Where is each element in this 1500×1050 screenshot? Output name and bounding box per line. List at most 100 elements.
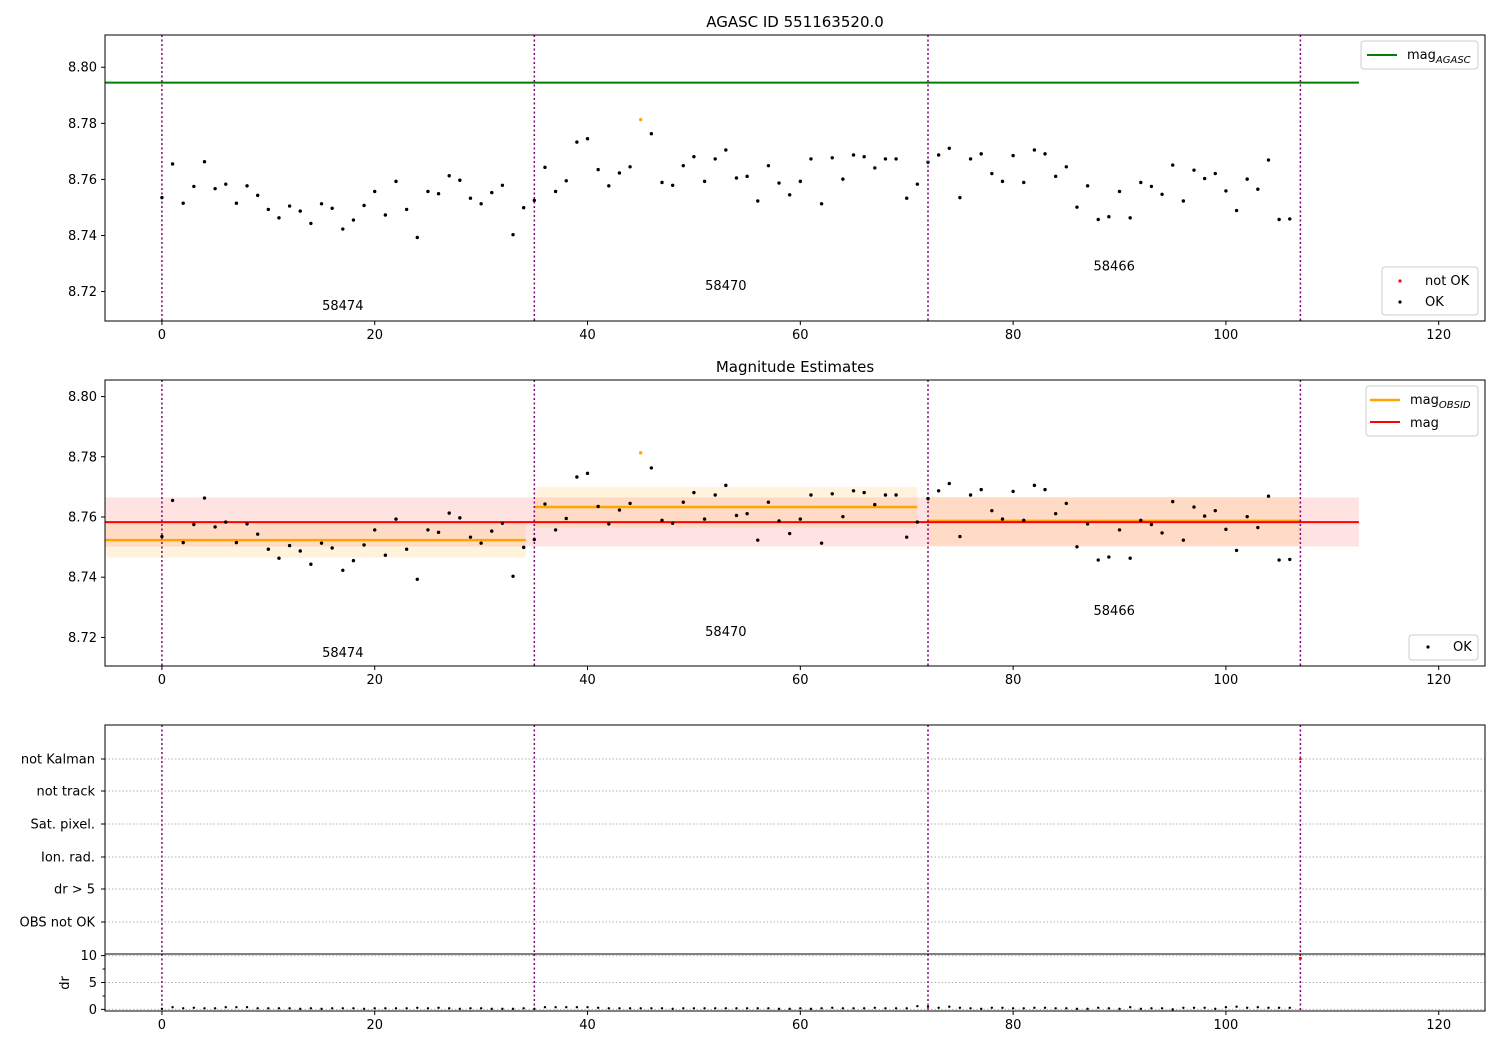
- data-point: [851, 153, 856, 157]
- flag-category-label: not track: [36, 785, 95, 800]
- data-point: [1149, 522, 1154, 527]
- dr-point: [809, 1007, 813, 1011]
- data-point: [373, 528, 377, 532]
- dr-point: [969, 1007, 972, 1010]
- dr-point: [820, 1007, 823, 1010]
- dr-point: [448, 1007, 451, 1010]
- data-point: [745, 174, 749, 179]
- x-tick-label: 120: [1426, 1018, 1451, 1033]
- x-tick-label: 0: [158, 328, 166, 343]
- data-point: [787, 531, 792, 536]
- data-point: [564, 179, 568, 183]
- agasc-panel: AGASC ID 551163520.0 58474 58470 58466 0 20…: [68, 13, 1486, 343]
- data-point: [202, 496, 207, 500]
- dr-point: [958, 1006, 962, 1009]
- dr-point: [171, 1006, 174, 1009]
- data-point: [224, 182, 228, 186]
- data-point: [1202, 514, 1207, 518]
- dr-point: [277, 1007, 281, 1010]
- data-point: [1288, 557, 1292, 562]
- data-point: [266, 547, 271, 551]
- data-point: [1224, 189, 1228, 193]
- data-point: [1085, 184, 1090, 188]
- data-point: [532, 198, 537, 203]
- data-point: [639, 117, 643, 122]
- obsid-label: 58470: [705, 625, 746, 640]
- legend-label-ok: OK: [1453, 640, 1472, 655]
- dr-point: [1054, 1007, 1057, 1010]
- dr-point: [948, 1005, 951, 1008]
- y-tick-label: 10: [80, 949, 97, 964]
- dr-point: [1267, 1006, 1270, 1009]
- data-point: [1107, 214, 1111, 219]
- data-point: [468, 196, 473, 200]
- data-point: [617, 171, 622, 175]
- dr-point: [894, 1007, 898, 1010]
- data-point: [181, 540, 185, 545]
- data-point: [692, 490, 696, 495]
- dr-point: [416, 1006, 419, 1009]
- data-point: [639, 451, 643, 455]
- data-point: [692, 154, 696, 159]
- data-point: [830, 156, 834, 160]
- data-point: [1192, 505, 1196, 509]
- data-point: [426, 189, 430, 194]
- dr-point: [192, 1006, 196, 1009]
- dr-point: [1011, 1007, 1015, 1010]
- data-point: [745, 511, 749, 516]
- data-point: [277, 556, 281, 560]
- data-point: [596, 167, 600, 172]
- legend-top: magAGASC: [1360, 40, 1479, 70]
- data-point: [819, 541, 824, 545]
- y-axis-label: dr: [58, 976, 73, 990]
- data-point: [266, 207, 271, 212]
- data-point: [734, 513, 739, 518]
- data-point: [1234, 208, 1239, 213]
- dr-point: [1043, 1006, 1047, 1009]
- x-tick-label: 40: [579, 328, 596, 343]
- data-point: [1022, 518, 1026, 522]
- data-point: [777, 181, 781, 185]
- data-point: [426, 528, 430, 532]
- data-point: [404, 207, 409, 212]
- dr-point: [745, 1007, 749, 1010]
- dr-point: [182, 1007, 185, 1010]
- data-point: [628, 165, 632, 169]
- dr-point: [511, 1007, 515, 1011]
- legend-marker-ok: [1426, 645, 1430, 649]
- y-tick-label: 8.78: [68, 117, 97, 132]
- dr-point: [1107, 1007, 1111, 1010]
- dr-point: [1203, 1006, 1206, 1009]
- data-point: [968, 493, 973, 497]
- dr-point: [1001, 1006, 1004, 1009]
- data-point: [181, 201, 185, 205]
- data-point: [160, 534, 164, 539]
- dr-point: [490, 1007, 493, 1011]
- data-point: [798, 517, 803, 521]
- x-tick-label: 80: [1005, 328, 1022, 343]
- dr-point: [437, 1006, 440, 1009]
- data-point: [170, 162, 175, 166]
- data-point: [766, 500, 771, 504]
- data-point: [277, 216, 281, 220]
- panel-title: Magnitude Estimates: [716, 358, 874, 376]
- dr-point: [724, 1007, 728, 1010]
- dr-point: [543, 1006, 547, 1009]
- data-point: [798, 179, 803, 184]
- y-tick-label: 8.80: [68, 61, 97, 76]
- legend-label-agasc: magAGASC: [1407, 48, 1471, 66]
- legend-label-mag: mag: [1410, 416, 1439, 431]
- data-point: [319, 202, 324, 206]
- data-point: [543, 165, 547, 170]
- data-point: [1266, 158, 1271, 162]
- dr-point: [1086, 1007, 1089, 1011]
- dr-point: [1256, 1006, 1260, 1009]
- data-point: [702, 179, 707, 184]
- data-point: [1288, 217, 1292, 221]
- obsid-label: 58470: [705, 279, 746, 294]
- dr-point: [692, 1007, 696, 1010]
- data-point: [234, 201, 239, 205]
- data-point: [319, 541, 324, 545]
- data-point: [936, 153, 941, 157]
- data-point: [1224, 527, 1228, 532]
